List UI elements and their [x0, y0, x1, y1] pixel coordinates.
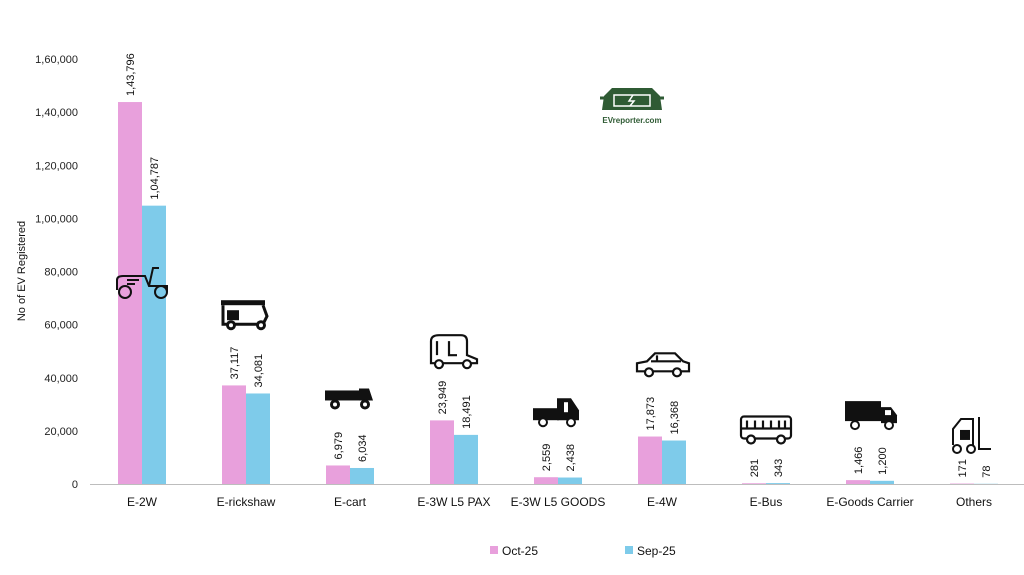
x-tick-label: E-rickshaw — [217, 495, 276, 509]
bar-oct-25-6 — [742, 483, 766, 484]
x-tick-label: E-4W — [647, 495, 678, 509]
evreporter-logo: EVreporter.com — [600, 88, 664, 125]
data-label: 16,368 — [669, 401, 681, 435]
data-label: 6,979 — [333, 432, 345, 460]
bar-sep-25-3 — [454, 434, 478, 484]
data-label: 2,559 — [541, 444, 553, 472]
bar-sep-25-2 — [350, 467, 374, 484]
data-label: 1,200 — [877, 447, 889, 475]
legend-label: Sep-25 — [637, 544, 676, 558]
data-label: 17,873 — [645, 397, 657, 431]
y-tick-label: 1,20,000 — [35, 160, 78, 172]
x-tick-label: E-3W L5 GOODS — [511, 495, 606, 509]
data-label: 78 — [981, 466, 993, 478]
data-label: 1,466 — [853, 447, 865, 475]
y-axis-title: No of EV Registered — [16, 221, 28, 321]
bar-oct-25-2 — [326, 465, 350, 484]
bar-oct-25-1 — [222, 385, 246, 484]
y-tick-label: 60,000 — [44, 320, 78, 332]
data-label: 1,04,787 — [149, 157, 161, 200]
y-axis-ticks: 0 20,000 40,000 60,000 80,000 1,00,000 1,20,00… — [35, 54, 78, 491]
x-axis-ticks: E-2W E-rickshaw E-cart E-3W L5 PAX E-3W L5 G… — [127, 495, 992, 509]
auto-rickshaw-icon — [219, 298, 269, 332]
y-tick-label: 1,00,000 — [35, 213, 78, 225]
cart-icon — [325, 388, 373, 410]
data-label: 6,034 — [357, 434, 369, 462]
legend-swatch-oct-25 — [490, 546, 498, 554]
y-tick-label: 1,60,000 — [35, 54, 78, 66]
y-tick-label: 1,40,000 — [35, 107, 78, 119]
x-tick-label: E-Goods Carrier — [826, 495, 913, 509]
data-label: 2,438 — [565, 444, 577, 472]
x-tick-label: E-2W — [127, 495, 158, 509]
bar-sep-25-1 — [246, 393, 270, 484]
forklift-icon — [952, 415, 992, 454]
data-label: 343 — [773, 459, 785, 477]
y-tick-label: 0 — [72, 479, 78, 491]
y-tick-label: 80,000 — [44, 267, 78, 279]
legend: Oct-25 Sep-25 — [490, 544, 676, 558]
bar-oct-25-7 — [846, 480, 870, 484]
data-label: 37,117 — [229, 347, 241, 380]
bar-oct-25-4 — [534, 477, 558, 484]
x-tick-label: E-Bus — [750, 495, 783, 509]
bar-sep-25-6 — [766, 483, 790, 484]
x-tick-label: Others — [956, 495, 992, 509]
data-label: 171 — [957, 459, 969, 477]
bars — [118, 102, 998, 485]
data-label: 281 — [749, 459, 761, 477]
data-label: 23,949 — [437, 381, 449, 415]
bar-sep-25-4 — [558, 477, 582, 484]
data-label: 1,43,796 — [125, 53, 137, 96]
x-tick-label: E-3W L5 PAX — [417, 495, 490, 509]
y-tick-label: 40,000 — [44, 373, 78, 385]
bar-sep-25-0 — [142, 205, 166, 484]
car-icon — [635, 352, 691, 378]
data-label: 18,491 — [461, 395, 473, 429]
truck-icon — [844, 400, 898, 431]
legend-label: Oct-25 — [502, 544, 538, 558]
bar-sep-25-7 — [870, 480, 894, 484]
car-icon — [602, 88, 662, 110]
goods-three-wheeler-icon — [532, 397, 580, 428]
legend-swatch-sep-25 — [625, 546, 633, 554]
bar-oct-25-5 — [638, 436, 662, 484]
bar-oct-25-3 — [430, 420, 454, 484]
bar-sep-25-5 — [662, 440, 686, 484]
logo-text: EVreporter.com — [602, 116, 661, 125]
passenger-three-wheeler-icon — [429, 334, 479, 370]
data-labels: 1,43,796 1,04,787 37,117 34,081 6,979 6,034 23… — [125, 53, 993, 478]
x-tick-label: E-cart — [334, 495, 367, 509]
bus-icon — [739, 415, 793, 445]
y-tick-label: 20,000 — [44, 426, 78, 438]
data-label: 34,081 — [253, 354, 265, 388]
